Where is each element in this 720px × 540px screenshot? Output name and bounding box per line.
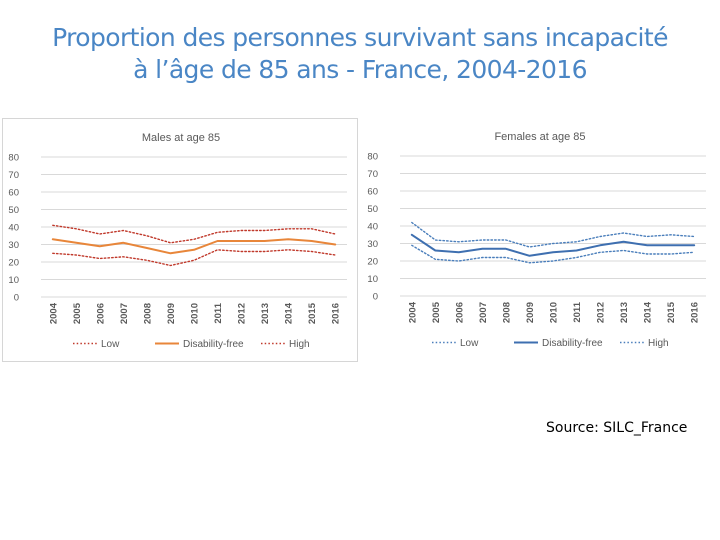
x-tick-label: 2011 [213, 302, 224, 323]
x-tick-label: 2004 [48, 302, 59, 324]
x-tick-label: 2007 [478, 302, 489, 323]
legend-label-3: High [648, 338, 669, 349]
chart-males-svg: Males at age 85 0 10 20 30 40 50 60 70 80 2004 2005… [8, 132, 347, 350]
x-tick-label: 2006 [95, 303, 106, 324]
x-tick-label: 2008 [501, 302, 512, 323]
legend-label-2: Disability-free [542, 338, 603, 349]
x-tick-label: 2010 [549, 302, 560, 323]
x-tick-label: 2013 [619, 302, 630, 323]
y-tick-label: 0 [373, 292, 378, 303]
y-tick-label: 20 [8, 258, 19, 269]
y-tick-label: 60 [367, 187, 378, 198]
slide-title-line1: Proportion des personnes survivant sans … [52, 23, 668, 52]
chart-males: Males at age 85 0 10 20 30 40 50 60 70 80 2004 2005… [2, 118, 358, 362]
x-tick-label: 2007 [119, 303, 130, 324]
slide-title: Proportion des personnes survivant sans … [0, 22, 720, 86]
y-tick-label: 80 [8, 153, 19, 164]
y-tick-label: 80 [367, 152, 378, 163]
legend-label-1: Low [101, 339, 120, 350]
legend-label-3: High [289, 339, 310, 350]
x-tick-label: 2011 [572, 301, 583, 322]
chart-females: Females at age 85 0 10 20 30 40 50 60 70 80 2004 20… [362, 118, 718, 362]
legend-label-1: Low [460, 338, 479, 349]
x-tick-label: 2015 [307, 302, 318, 324]
y-tick-label: 10 [367, 274, 378, 285]
chart-title: Females at age 85 [494, 131, 585, 143]
chart-title: Males at age 85 [142, 132, 220, 144]
x-tick-label: 2005 [431, 301, 442, 323]
y-tick-label: 30 [367, 239, 378, 250]
y-tick-label: 50 [8, 205, 19, 216]
y-tick-label: 70 [367, 169, 378, 180]
x-tick-label: 2009 [166, 303, 177, 324]
y-tick-label: 0 [14, 293, 19, 304]
series-line-2 [410, 233, 696, 257]
chart-females-svg: Females at age 85 0 10 20 30 40 50 60 70 80 2004 20… [367, 131, 706, 349]
x-tick-label: 2010 [190, 303, 201, 324]
x-tick-label: 2014 [284, 302, 295, 324]
x-tick-label: 2009 [525, 302, 536, 323]
series-line-1 [411, 244, 695, 264]
y-tick-label: 20 [367, 257, 378, 268]
series-line-3 [411, 221, 695, 248]
y-tick-label: 30 [8, 240, 19, 251]
y-tick-label: 40 [8, 223, 19, 234]
x-tick-label: 2012 [596, 302, 607, 323]
x-tick-label: 2013 [260, 303, 271, 324]
series-line-3 [52, 224, 336, 244]
series-line-2 [51, 238, 337, 255]
y-tick-label: 50 [367, 204, 378, 215]
x-tick-label: 2005 [72, 302, 83, 324]
x-tick-label: 2004 [407, 301, 418, 323]
x-tick-label: 2006 [454, 302, 465, 323]
x-tick-label: 2008 [142, 303, 153, 324]
x-tick-label: 2016 [690, 302, 701, 323]
x-tick-label: 2015 [666, 301, 677, 323]
slide-title-line2: à l’âge de 85 ans - France, 2004-2016 [133, 55, 587, 84]
y-tick-label: 40 [367, 222, 378, 233]
y-tick-label: 10 [8, 275, 19, 286]
legend-label-2: Disability-free [183, 339, 244, 350]
y-tick-label: 70 [8, 170, 19, 181]
x-tick-label: 2012 [237, 303, 248, 324]
x-tick-label: 2016 [331, 303, 342, 324]
x-tick-label: 2014 [643, 301, 654, 323]
series-line-1 [52, 249, 336, 267]
y-tick-label: 60 [8, 188, 19, 199]
source-note: Source: SILC_France [546, 420, 688, 436]
